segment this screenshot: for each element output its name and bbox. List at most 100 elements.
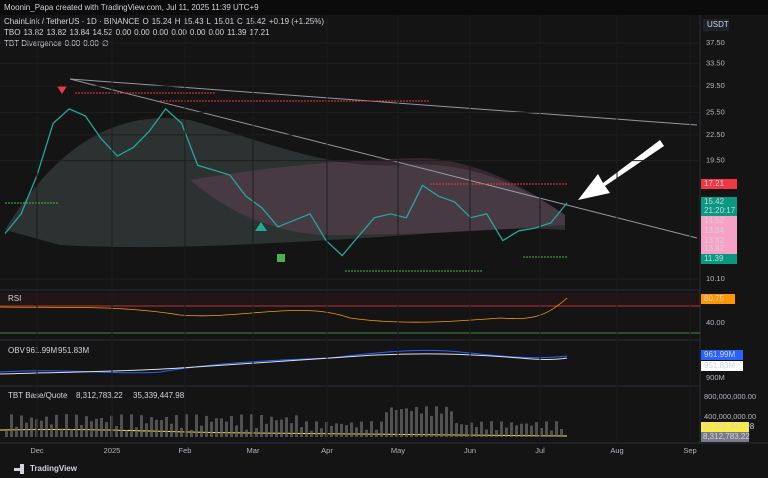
obv-ma xyxy=(0,353,568,375)
volume-bar xyxy=(140,415,143,437)
volume-bar xyxy=(225,421,228,437)
time-label: Dec xyxy=(30,446,44,455)
obv-tick: 900M xyxy=(706,373,725,382)
volume-bar xyxy=(495,430,498,437)
volume-bar xyxy=(120,414,123,437)
volume-bar xyxy=(125,430,128,437)
volume-bar xyxy=(430,415,433,437)
countdown: 21:20:17 xyxy=(704,206,736,215)
price-tag-label: 11.39 xyxy=(704,254,724,263)
credit: Moonin_Papa created with TradingView.com… xyxy=(4,3,259,12)
volume-bar xyxy=(180,427,183,437)
volume-bar xyxy=(115,426,118,437)
volume-tag-label: 35,339,447.98 xyxy=(703,422,755,431)
volume-bar xyxy=(10,414,13,437)
price-tick-label: 22.50 xyxy=(706,130,725,139)
price-tag xyxy=(701,226,737,236)
volume-bar xyxy=(545,421,548,437)
legend-text: 14.52 xyxy=(93,28,114,37)
time-label: Jun xyxy=(464,446,476,455)
volume-bar xyxy=(185,414,188,437)
volume-bar xyxy=(475,426,478,437)
volume-bar xyxy=(375,429,378,437)
price-tick-label: 33.50 xyxy=(706,58,725,67)
volume-bar xyxy=(365,429,368,437)
legend-text: ∅ xyxy=(102,39,109,48)
volume-bar xyxy=(320,428,323,437)
price-tag xyxy=(701,216,737,226)
volume-bar xyxy=(85,416,88,437)
volume-tag xyxy=(701,432,749,442)
legend-text: 13.84 xyxy=(70,28,91,37)
volume-bar xyxy=(410,411,413,437)
price-tag xyxy=(701,179,737,189)
volume-bar xyxy=(240,414,243,437)
volume-bar xyxy=(65,414,68,437)
volume-bar xyxy=(550,430,553,437)
volume-bar xyxy=(500,421,503,437)
volume-bar xyxy=(520,423,523,437)
legend-text: 15.24 xyxy=(152,17,173,26)
legend-text: 15.43 xyxy=(184,17,205,26)
price-tag-label: 13.82 xyxy=(704,244,725,253)
annotation-arrow xyxy=(578,140,664,200)
currency-box xyxy=(703,19,729,31)
volume-bar xyxy=(130,414,133,437)
legend-text: 11.39 xyxy=(227,28,247,37)
volume-bar xyxy=(285,417,288,437)
volume-bar xyxy=(415,406,418,437)
legend-text: 13.82 xyxy=(46,28,67,37)
price-tick-label: 19.50 xyxy=(706,156,725,165)
volume-bar xyxy=(455,423,458,437)
volume-bar xyxy=(50,424,53,437)
time-label: Feb xyxy=(179,446,192,455)
volume-bar xyxy=(330,425,333,437)
volume-bar xyxy=(405,408,408,437)
brand: TradingView xyxy=(30,464,78,473)
volume-bar xyxy=(490,421,493,437)
volume-bar xyxy=(235,425,238,437)
obv-tag-label: 951.83M xyxy=(704,361,735,370)
volume-bar xyxy=(425,406,428,437)
volume-bar xyxy=(60,428,63,437)
sell-marker xyxy=(57,86,67,94)
volume-bar xyxy=(70,429,73,437)
legend-text: 0.00 xyxy=(134,28,150,37)
time-label: Aug xyxy=(610,446,623,455)
legend-text: 0.00 xyxy=(190,28,206,37)
legend-text: 0.00 xyxy=(116,28,132,37)
volume-tick: 800,000,000.00 xyxy=(704,392,756,401)
price-tag xyxy=(701,197,737,217)
volume-bar xyxy=(155,419,158,437)
volume-bar xyxy=(205,415,208,437)
volume-bar xyxy=(160,420,163,437)
volume-legend: 35,339,447.98 xyxy=(133,391,185,400)
price-tag-label: 13.84 xyxy=(704,226,725,235)
volume-bar xyxy=(215,418,218,437)
volume-bar xyxy=(505,427,508,437)
time-label: Mar xyxy=(247,446,260,455)
price-tag-label: 14.52 xyxy=(704,216,725,225)
legend-text: 15.01 xyxy=(214,17,235,26)
legend-text: 0.00 xyxy=(153,28,169,37)
volume-bar xyxy=(295,415,298,437)
volume-bar xyxy=(450,411,453,437)
price-tick-label: 25.50 xyxy=(706,107,725,116)
cloud-band-pink xyxy=(190,158,565,235)
volume-bar xyxy=(300,427,303,437)
obv-legend: 961.99M xyxy=(26,346,57,355)
volume-bar xyxy=(485,429,488,437)
time-label: Jul xyxy=(535,446,545,455)
volume-legend: 8,312,783.22 xyxy=(76,391,123,400)
volume-bar xyxy=(370,421,373,437)
volume-bar xyxy=(250,414,253,437)
volume-tick: 400,000,000.00 xyxy=(704,412,756,421)
volume-bar xyxy=(445,406,448,437)
volume-bar xyxy=(25,422,28,437)
volume-bar xyxy=(105,422,108,437)
volume-bar xyxy=(290,423,293,437)
volume-bar xyxy=(150,417,153,437)
obv-label: OBV xyxy=(8,346,26,355)
rsi-value: 80.75 xyxy=(704,294,725,303)
